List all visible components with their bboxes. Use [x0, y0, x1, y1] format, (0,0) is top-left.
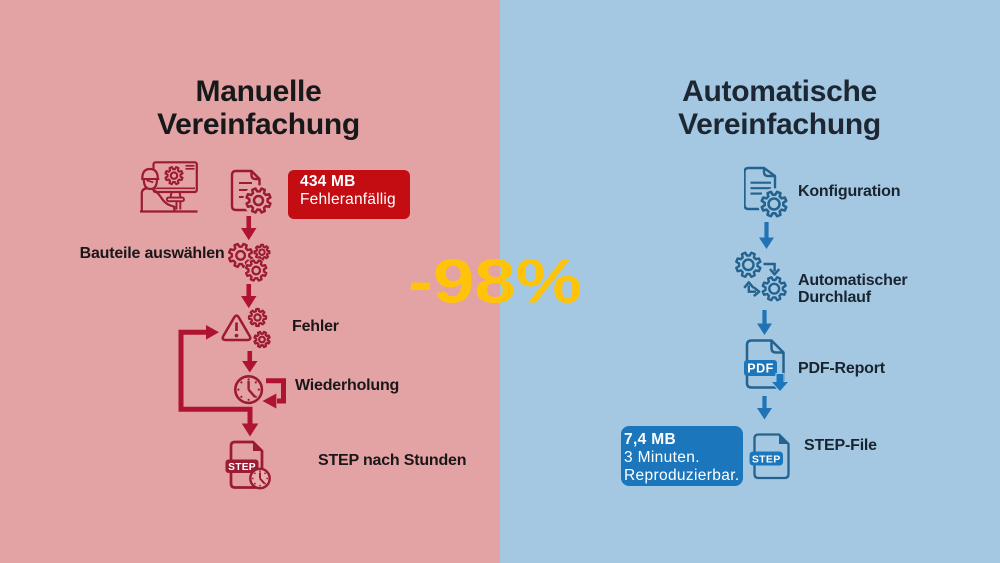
svg-text:STEP: STEP: [752, 453, 781, 465]
svg-text:-98%: -98%: [408, 248, 582, 317]
svg-text:STEP: STEP: [228, 462, 256, 473]
svg-text:PDF: PDF: [747, 362, 774, 376]
